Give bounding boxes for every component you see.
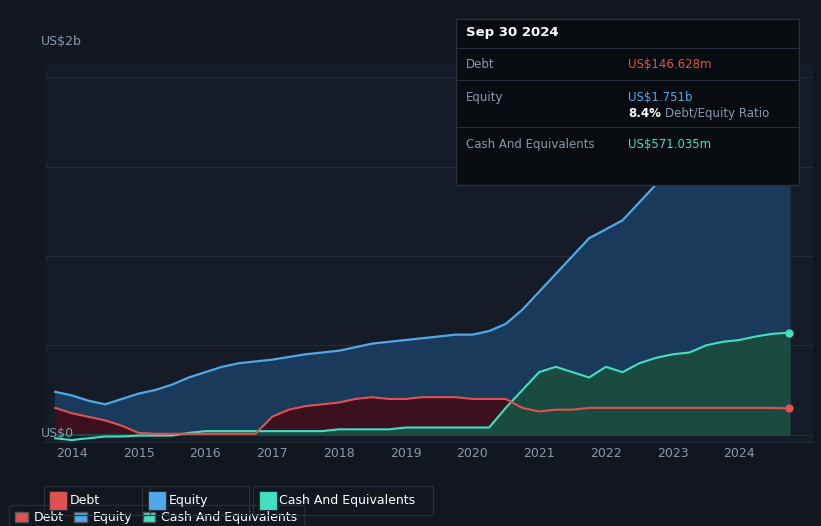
Text: Debt: Debt <box>466 58 494 70</box>
Text: Equity: Equity <box>168 494 208 507</box>
Text: US$1.751b: US$1.751b <box>628 91 693 104</box>
Text: Debt/Equity Ratio: Debt/Equity Ratio <box>665 107 769 119</box>
Text: US$571.035m: US$571.035m <box>628 138 711 151</box>
Text: Equity: Equity <box>466 91 503 104</box>
Text: Cash And Equivalents: Cash And Equivalents <box>466 138 594 151</box>
Legend: Debt, Equity, Cash And Equivalents: Debt, Equity, Cash And Equivalents <box>9 505 304 526</box>
Text: Cash And Equivalents: Cash And Equivalents <box>279 494 415 507</box>
Text: Sep 30 2024: Sep 30 2024 <box>466 26 558 39</box>
Text: US$146.628m: US$146.628m <box>628 58 712 70</box>
Text: US$0: US$0 <box>41 427 75 440</box>
Text: Debt: Debt <box>70 494 100 507</box>
Text: 8.4%: 8.4% <box>628 107 661 119</box>
Text: US$2b: US$2b <box>41 35 82 48</box>
